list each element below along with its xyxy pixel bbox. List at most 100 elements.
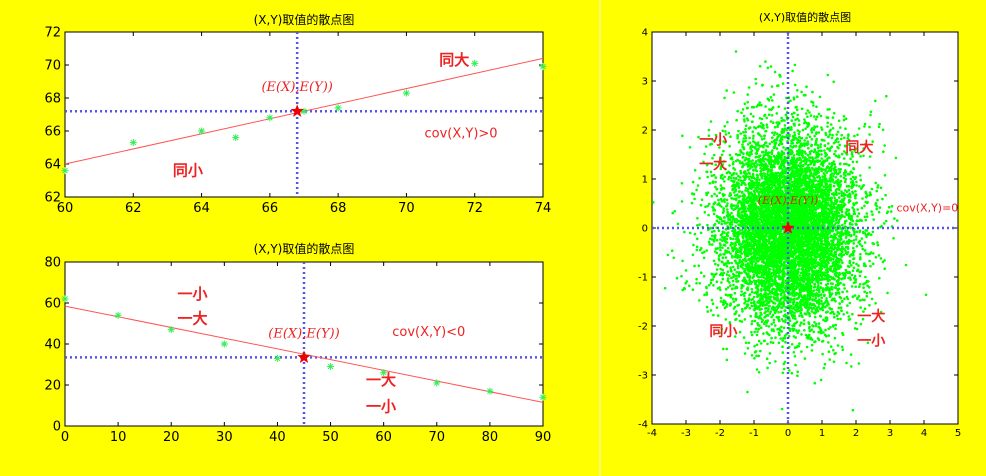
data-point <box>842 157 846 160</box>
data-point <box>717 229 721 232</box>
data-point <box>790 119 794 122</box>
data-point <box>749 314 752 318</box>
x-tick-label: 50 <box>322 430 339 445</box>
data-point <box>727 177 730 181</box>
data-point <box>746 390 749 394</box>
data-point <box>868 259 871 263</box>
data-point <box>852 242 855 245</box>
data-point <box>795 233 798 237</box>
data-point <box>850 273 854 277</box>
data-point <box>740 307 744 311</box>
data-point <box>858 185 861 188</box>
data-point <box>695 282 698 285</box>
data-point <box>746 106 749 110</box>
quadrant-label: 一大 <box>366 371 396 389</box>
data-point <box>723 175 726 179</box>
data-point <box>778 333 781 337</box>
data-point <box>859 306 862 309</box>
data-point <box>712 313 715 317</box>
data-point <box>759 317 763 320</box>
data-point <box>843 203 847 206</box>
data-point <box>839 126 842 129</box>
data-point <box>767 250 770 253</box>
data-point <box>793 176 796 179</box>
data-point <box>792 335 796 338</box>
data-point <box>820 153 823 156</box>
data-point <box>781 178 785 182</box>
data-point <box>772 318 776 322</box>
data-point <box>865 291 869 295</box>
data-point <box>266 114 274 122</box>
data-point <box>746 143 750 146</box>
chart-title: (X,Y)取值的散点图 <box>759 10 851 24</box>
data-point <box>787 334 791 338</box>
data-point <box>726 202 729 205</box>
data-point <box>795 174 799 178</box>
data-point <box>809 152 812 156</box>
data-point <box>198 127 206 135</box>
data-point <box>755 178 759 182</box>
data-point <box>704 205 707 209</box>
data-point <box>811 248 815 251</box>
data-point <box>777 311 780 314</box>
data-point <box>749 282 753 285</box>
data-point <box>743 268 747 271</box>
data-point <box>817 131 821 134</box>
data-point <box>713 209 717 212</box>
data-point <box>486 387 494 395</box>
data-point <box>774 336 777 340</box>
data-point <box>739 179 743 182</box>
data-point <box>855 245 859 248</box>
data-point <box>715 194 719 198</box>
data-point <box>691 180 695 184</box>
data-point <box>722 243 726 247</box>
data-point <box>695 277 698 281</box>
data-point <box>742 114 746 118</box>
data-point <box>758 178 761 182</box>
data-point <box>821 138 825 142</box>
x-tick-label: 70 <box>429 430 446 445</box>
data-point <box>818 95 822 99</box>
data-point <box>779 337 782 340</box>
data-point <box>779 310 783 314</box>
data-point <box>846 245 850 249</box>
data-point <box>129 139 137 147</box>
data-point <box>819 282 823 285</box>
data-point <box>870 210 873 213</box>
data-point <box>755 305 758 308</box>
data-point <box>896 219 899 222</box>
data-point <box>822 331 825 334</box>
x-tick-label: 72 <box>466 201 483 216</box>
data-point <box>695 188 698 192</box>
data-point <box>824 131 827 135</box>
data-point <box>770 140 774 144</box>
data-point <box>867 252 870 256</box>
data-point <box>753 356 756 360</box>
data-point <box>727 261 731 265</box>
data-point <box>842 283 846 287</box>
data-point <box>815 105 818 108</box>
y-tick-label: 66 <box>44 125 61 140</box>
data-point <box>782 367 786 371</box>
data-point <box>746 168 750 172</box>
data-point <box>793 63 797 67</box>
data-point <box>832 238 835 241</box>
data-point <box>810 138 814 141</box>
data-point <box>711 278 715 281</box>
data-point <box>722 271 726 275</box>
data-point <box>796 89 799 92</box>
data-point <box>861 298 864 302</box>
scatter-plot-negative: (X,Y)取值的散点图 0 10 20 30 40 50 60 70 80 90 02040608… <box>44 241 551 445</box>
data-point <box>744 341 748 345</box>
data-point <box>707 128 711 132</box>
data-point <box>829 226 833 229</box>
data-point <box>760 138 764 141</box>
data-point <box>724 287 728 291</box>
covariance-label: cov(X,Y)<0 <box>392 325 465 340</box>
data-point <box>792 287 796 291</box>
data-point <box>869 110 873 114</box>
data-point <box>852 276 856 280</box>
data-point <box>858 283 862 286</box>
data-point <box>863 122 867 126</box>
quadrant-label: 一大 <box>177 310 207 328</box>
